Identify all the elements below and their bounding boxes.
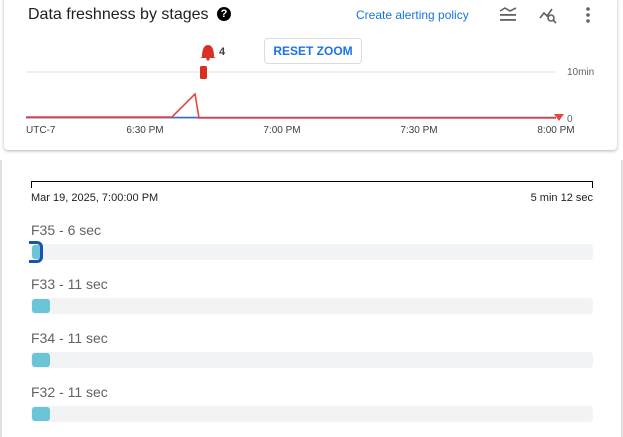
stage-label: F35 - 6 sec <box>31 222 102 238</box>
chart-card: Data freshness by stages ? Create alerti… <box>4 0 617 150</box>
legend-icon[interactable] <box>498 5 518 25</box>
timezone-label: UTC-7 <box>26 125 56 136</box>
alert-marker[interactable] <box>200 66 207 79</box>
series-line-red <box>26 92 556 119</box>
stage-bar-track <box>31 406 593 422</box>
reset-zoom-button[interactable]: RESET ZOOM <box>264 38 362 64</box>
x-tick: 7:00 PM <box>263 125 300 136</box>
more-vert-icon[interactable] <box>578 5 598 25</box>
y-tick-10min: 10min <box>567 67 594 78</box>
stage-bar-track <box>31 352 593 368</box>
stage-row-f33[interactable]: F33 - 11 sec <box>31 276 593 314</box>
selection-range-bracket <box>31 181 593 188</box>
help-icon[interactable]: ? <box>217 7 231 21</box>
alert-bell-icon[interactable] <box>200 45 216 58</box>
x-tick: 8:00 PM <box>537 125 574 136</box>
end-marker-icon <box>554 114 564 121</box>
stage-row-f34[interactable]: F34 - 11 sec <box>31 330 593 368</box>
x-tick: 7:30 PM <box>400 125 437 136</box>
stage-bar-track <box>29 241 593 263</box>
stage-label: F34 - 11 sec <box>31 330 108 346</box>
stage-bar-fill <box>32 407 50 421</box>
stage-bar-track <box>31 298 593 314</box>
y-tick-0: 0 <box>567 114 573 125</box>
explore-icon[interactable] <box>538 5 558 25</box>
stage-row-f35[interactable]: F35 - 6 sec <box>29 222 593 263</box>
stage-label: F32 - 11 sec <box>31 384 108 400</box>
selection-start: Mar 19, 2025, 7:00:00 PM <box>31 192 159 204</box>
stage-label: F33 - 11 sec <box>31 276 108 292</box>
selection-duration: 5 min 12 sec <box>530 192 593 204</box>
card-title: Data freshness by stages <box>28 6 209 23</box>
x-tick: 6:30 PM <box>126 125 163 136</box>
stage-row-f32[interactable]: F32 - 11 sec <box>31 384 593 422</box>
stage-bar-fill <box>32 353 50 367</box>
create-alerting-policy-link[interactable]: Create alerting policy <box>356 8 469 22</box>
stage-details <box>0 160 623 437</box>
stage-bar-fill <box>32 299 50 313</box>
alert-count: 4 <box>219 46 226 58</box>
freshness-chart[interactable]: 10min 0 UTC-7 6:30 PM 7:00 PM 7:30 PM 8:… <box>0 0 623 150</box>
selected-bar-highlight <box>29 241 43 263</box>
stage-bar-fill <box>32 245 41 259</box>
